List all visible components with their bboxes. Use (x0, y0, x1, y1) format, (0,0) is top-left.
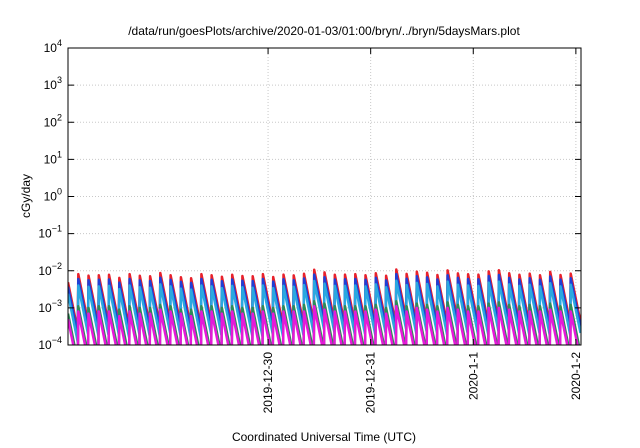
x-tick-label: 2020-1-2 (569, 352, 583, 400)
x-tick-label: 2019-12-30 (261, 352, 275, 414)
y-tick-label: 10−4 (38, 335, 62, 352)
y-tick-label: 10−2 (38, 261, 62, 278)
y-axis-label: cGy/day (19, 174, 33, 218)
chart-title: /data/run/goesPlots/archive/2020-01-03/0… (128, 24, 520, 38)
series-line-4 (68, 305, 579, 345)
y-axis: 10−4 10−3 10−2 10−1 100 101 102 103 104 (38, 38, 581, 352)
x-tick-label: 2019-12-31 (364, 352, 378, 414)
y-tick-label: 10−3 (38, 298, 62, 315)
y-tick-label: 104 (44, 38, 62, 55)
x-tick-label: 2020-1-1 (466, 352, 480, 400)
y-tick-label: 101 (44, 149, 62, 166)
y-tick-label: 100 (44, 187, 62, 204)
y-tick-label: 10−1 (38, 224, 62, 241)
y-tick-label: 103 (44, 75, 62, 92)
y-tick-label: 102 (44, 112, 62, 129)
x-axis-label: Coordinated Universal Time (UTC) (232, 430, 416, 444)
x-axis: 2019-12-30 2019-12-31 2020-1-1 2020-1-2 (261, 48, 583, 413)
series-group (68, 268, 581, 345)
